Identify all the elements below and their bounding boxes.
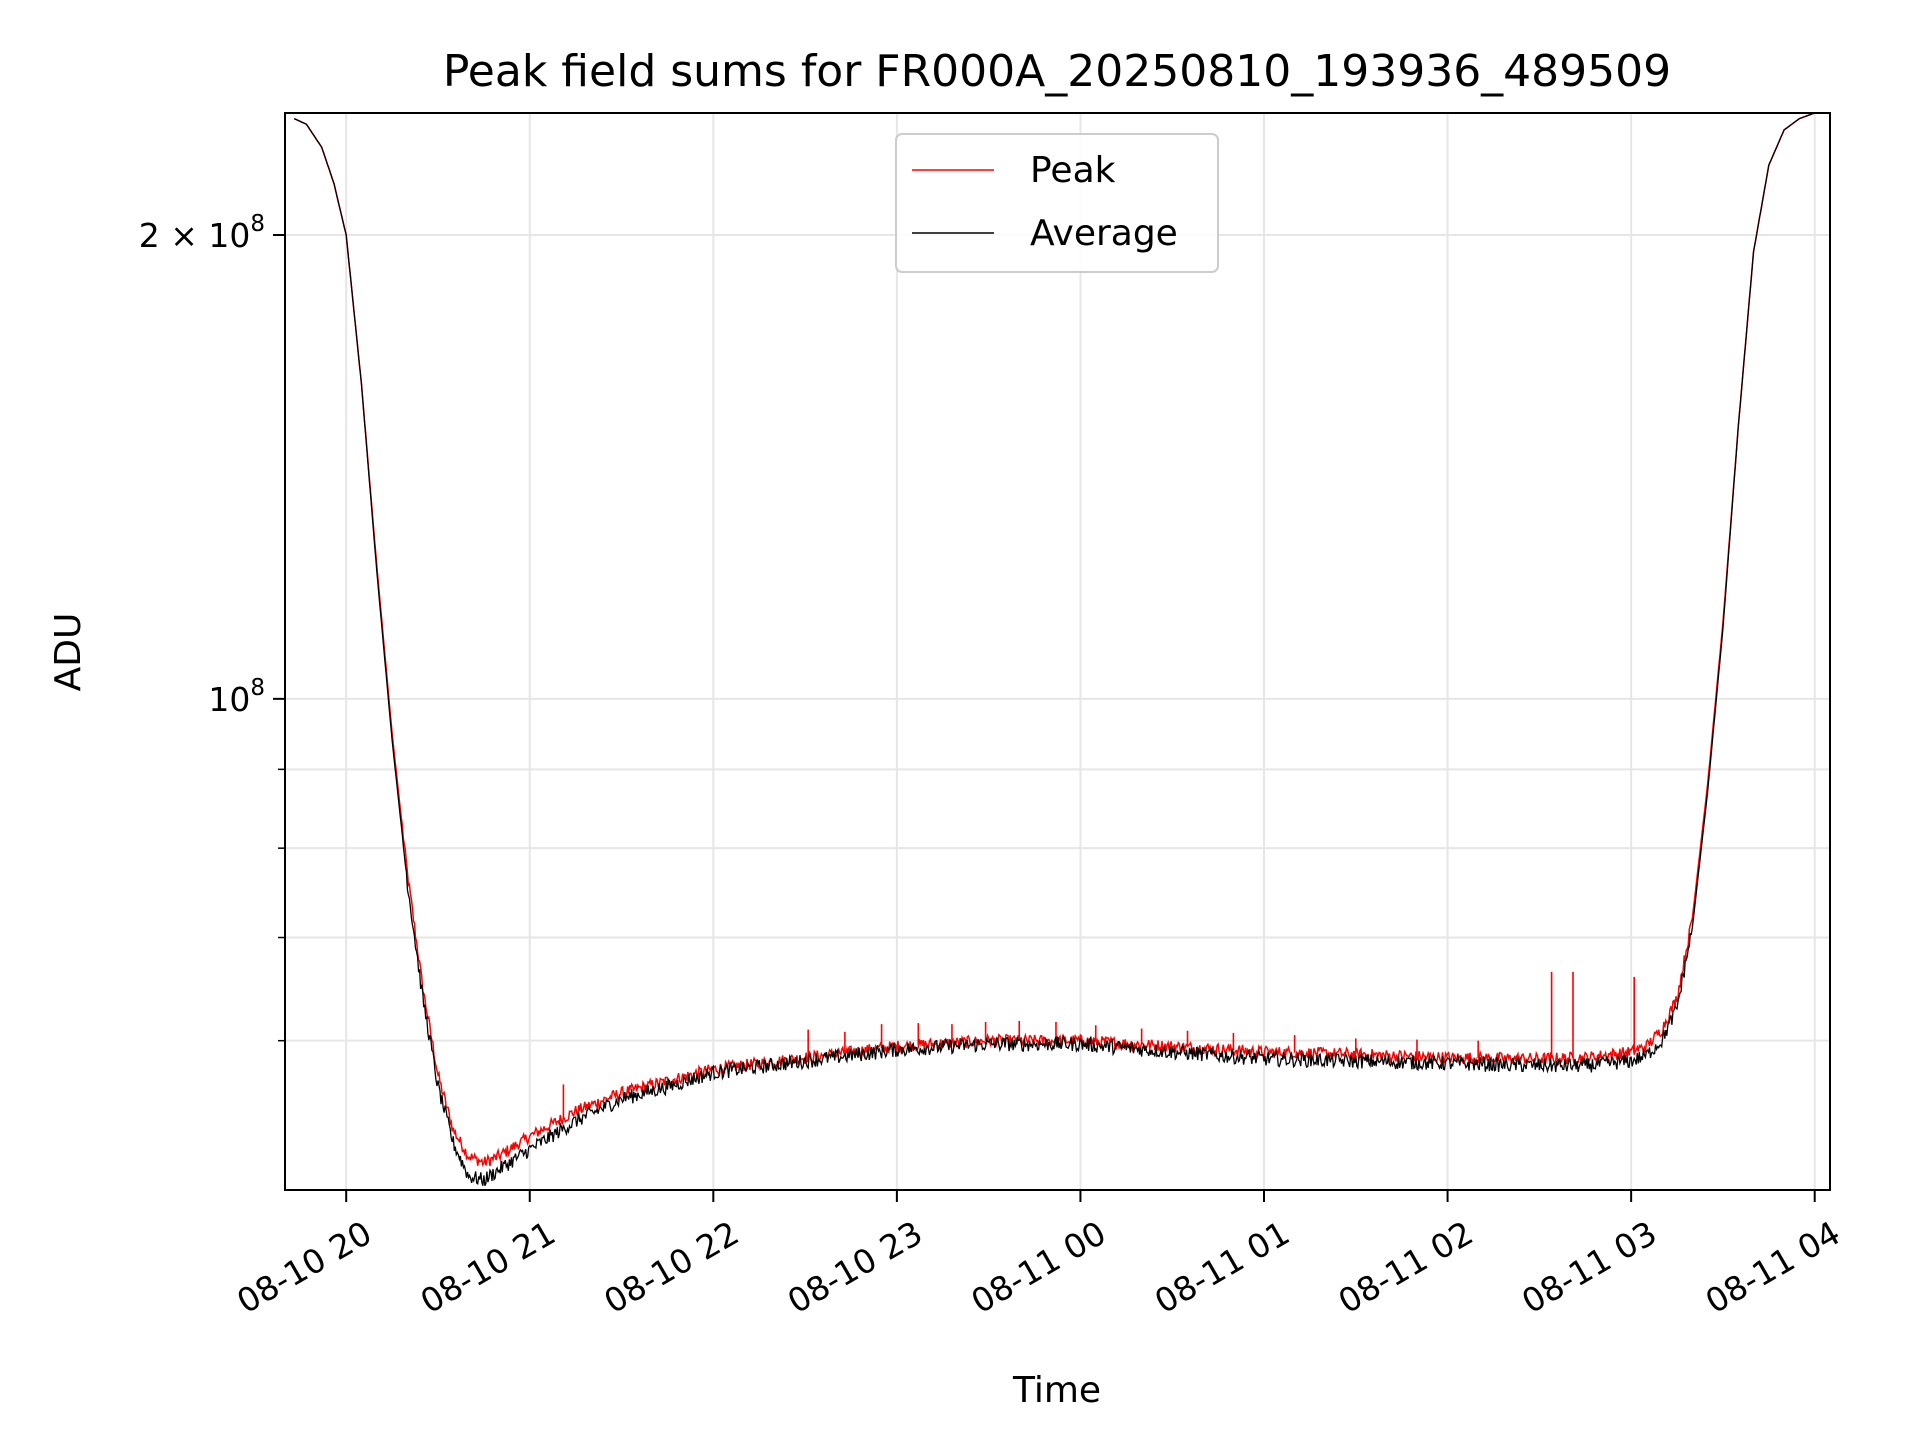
y-tick-exponent: 8	[250, 211, 265, 237]
chart-title: Peak field sums for FR000A_20250810_1939…	[443, 46, 1671, 97]
legend-label-average: Average	[1030, 213, 1178, 254]
y-tick-exponent: 8	[250, 675, 265, 701]
y-axis-label: ADU	[48, 613, 89, 692]
legend-box	[895, 133, 1219, 273]
series-layer	[293, 113, 1824, 1187]
x-axis-label: Time	[1012, 1370, 1101, 1411]
legend-label-peak: Peak	[1030, 150, 1116, 191]
y-tick-base: 10	[208, 216, 250, 255]
y-tick-mantissa: 2 ×	[139, 216, 209, 255]
plot-frame	[284, 112, 1831, 1191]
y-tick-base: 10	[208, 680, 250, 719]
series-line-average	[293, 113, 1824, 1187]
y-tick-label: 2 × 108	[139, 211, 265, 255]
legend: Peak Average	[895, 133, 1219, 273]
y-tick-label: 108	[208, 675, 265, 719]
